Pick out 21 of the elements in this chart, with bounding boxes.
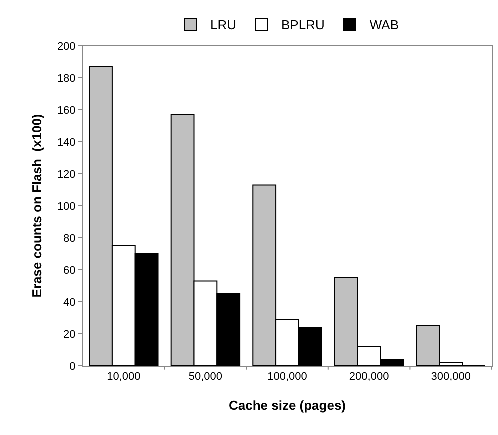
x-tick-label: 300,000: [431, 371, 471, 384]
x-axis-title: Cache size (pages): [228, 398, 346, 413]
y-tick-label: 100: [57, 200, 76, 213]
y-axis-title: Erase counts on Flash (x100): [29, 114, 44, 298]
y-tick-label: 0: [70, 360, 76, 373]
x-tick-label: 50,000: [188, 371, 223, 384]
legend-label: BPLRU: [282, 18, 325, 33]
y-tick-label: 180: [57, 72, 76, 85]
y-tick-label: 60: [64, 264, 76, 277]
legend-label: LRU: [210, 18, 237, 33]
y-tick-label: 140: [57, 136, 76, 149]
y-tick-label: 80: [64, 232, 76, 245]
y-tick-label: 160: [57, 104, 76, 117]
y-tick-label: 40: [64, 296, 76, 309]
x-tick-label: 10,000: [107, 371, 141, 384]
y-tick-label: 200: [57, 40, 76, 53]
x-tick-label: 100,000: [268, 371, 308, 384]
y-tick-label: 120: [57, 168, 76, 181]
legend-label: WAB: [370, 18, 400, 33]
y-tick-label: 20: [64, 328, 76, 341]
x-tick-label: 200,000: [349, 371, 390, 384]
